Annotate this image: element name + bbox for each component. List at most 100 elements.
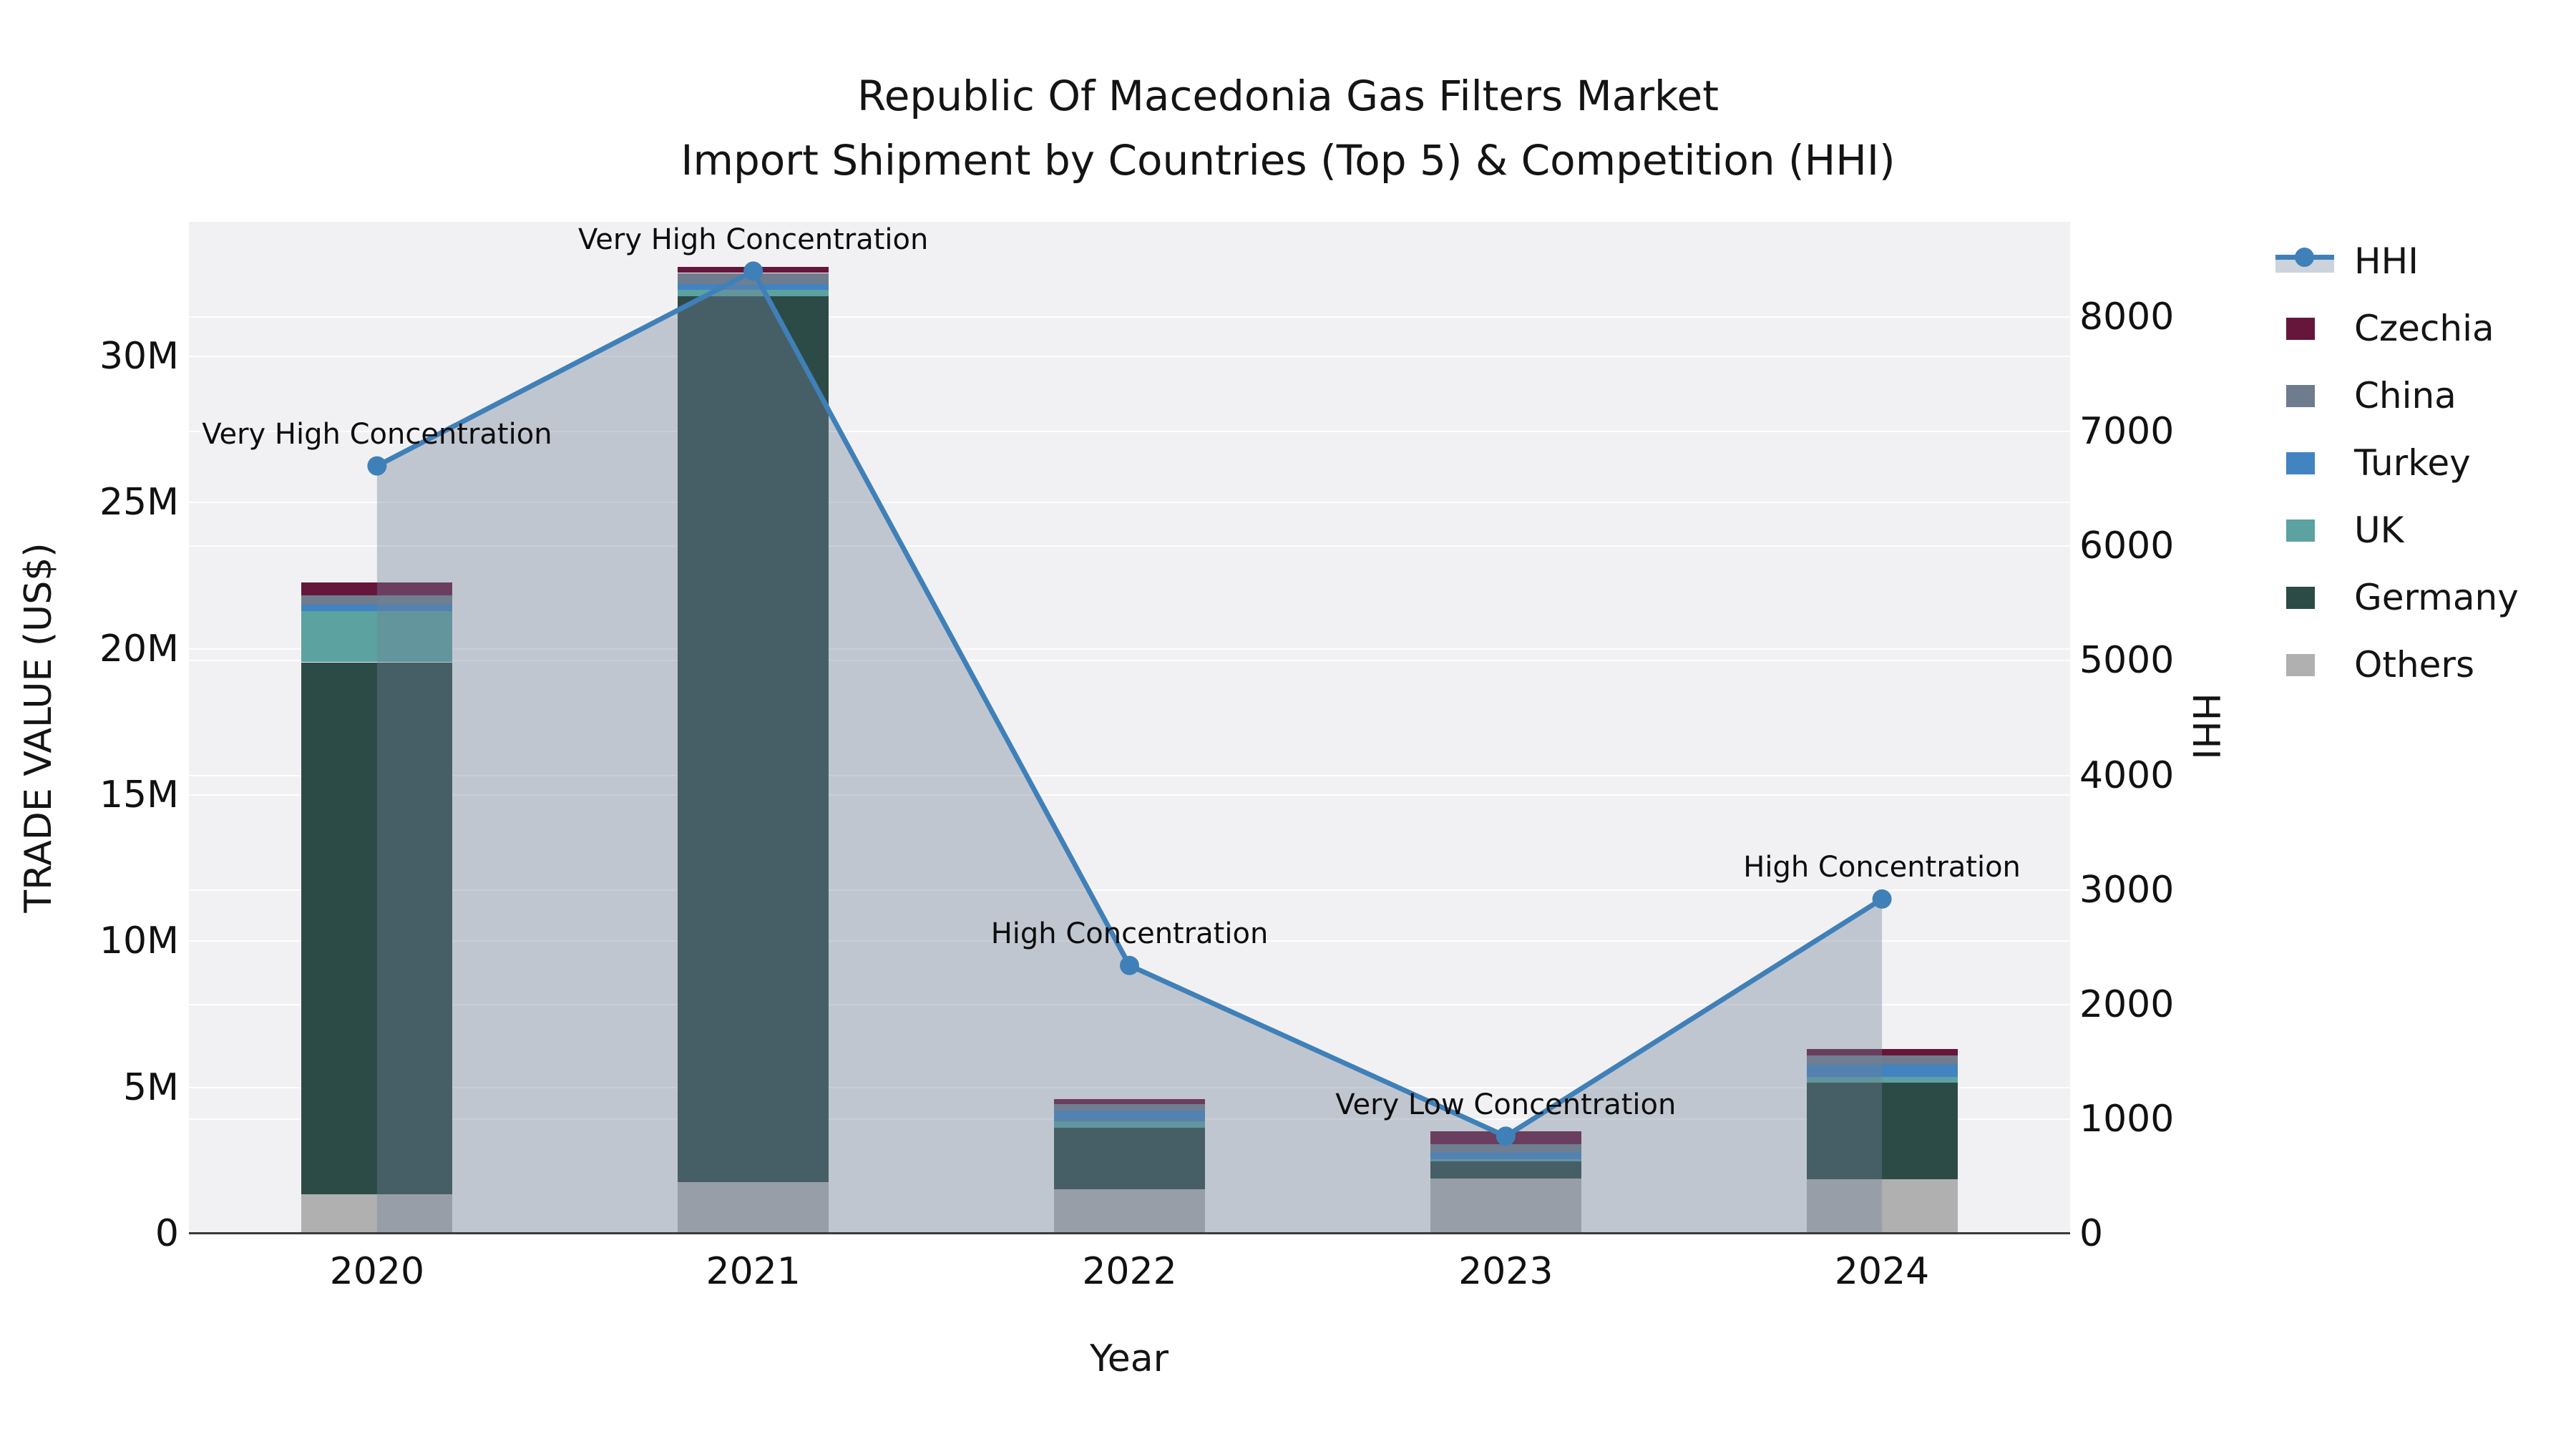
- right-tick-1000: 1000: [2079, 1097, 2175, 1141]
- left-tick-5M: 5M: [123, 1065, 179, 1109]
- hhi-marker-2023: [1496, 1126, 1516, 1146]
- bar-segment-turkey-2020: [301, 605, 453, 611]
- right-tick-4000: 4000: [2079, 753, 2175, 797]
- right-axis-title: HHI: [2184, 693, 2227, 760]
- x-tick-2022: 2022: [1082, 1250, 1177, 1293]
- plot-area: Very High Concentration Very High Concent…: [189, 222, 2070, 1234]
- gridline-right-axis: [189, 431, 2070, 432]
- right-tick-3000: 3000: [2079, 868, 2175, 912]
- annotation-2020: Very High Concentration: [202, 418, 552, 452]
- hhi-marker-2022: [1120, 955, 1139, 975]
- chart-title: Republic Of Macedonia Gas Filters Market: [857, 72, 1719, 120]
- legend-swatch-turkey: [2286, 452, 2315, 474]
- legend-label-hhi: HHI: [2354, 240, 2419, 282]
- legend-label-others: Others: [2354, 644, 2475, 686]
- hhi-marker-2020: [367, 456, 387, 476]
- x-tick-2020: 2020: [329, 1250, 425, 1293]
- legend-swatch-others: [2286, 653, 2315, 676]
- legend-item-hhi: HHI: [2275, 240, 2419, 283]
- chart-subtitle: Import Shipment by Countries (Top 5) & C…: [680, 136, 1896, 185]
- bar-segment-others-2023: [1430, 1179, 1581, 1234]
- hhi-marker-2024: [1872, 889, 1892, 909]
- bar-segment-others-2021: [678, 1182, 829, 1234]
- legend-label-uk: UK: [2354, 509, 2404, 551]
- x-tick-2023: 2023: [1458, 1250, 1553, 1293]
- bar-segment-uk-2022: [1054, 1121, 1205, 1128]
- legend-item-germany: Germany: [2275, 576, 2519, 619]
- gridline-right-axis: [189, 660, 2070, 662]
- hhi-area-fill: [376, 270, 1883, 1234]
- bar-segment-turkey-2024: [1806, 1064, 1958, 1077]
- legend-label-turkey: Turkey: [2354, 442, 2471, 484]
- gridline-right-axis: [189, 545, 2070, 547]
- right-tick-7000: 7000: [2079, 410, 2175, 453]
- legend-swatch-czechia: [2286, 317, 2315, 340]
- bar-segment-china-2022: [1054, 1104, 1205, 1111]
- left-tick-20M: 20M: [99, 627, 179, 670]
- legend-hhi-line-sample: [2275, 247, 2334, 275]
- legend-label-china: China: [2354, 375, 2457, 416]
- bar-segment-uk-2024: [1806, 1077, 1958, 1083]
- bar-segment-others-2020: [301, 1194, 453, 1234]
- gridline-left-axis: [189, 1086, 2070, 1088]
- legend-hhi-marker-swatch: [2295, 248, 2314, 267]
- left-tick-15M: 15M: [99, 774, 179, 816]
- bar-segment-germany-2020: [301, 662, 453, 1195]
- annotation-2022: High Concentration: [990, 917, 1269, 951]
- bar-segment-china-2024: [1806, 1055, 1958, 1065]
- bar-segment-china-2023: [1430, 1143, 1581, 1153]
- legend-swatch-china: [2286, 384, 2315, 407]
- legend-item-uk: UK: [2275, 509, 2404, 552]
- bar-segment-others-2022: [1054, 1189, 1205, 1234]
- legend-item-turkey: Turkey: [2275, 441, 2471, 484]
- bar-segment-czechia-2024: [1806, 1048, 1958, 1055]
- x-tick-2024: 2024: [1834, 1250, 1930, 1293]
- legend-item-others: Others: [2275, 643, 2474, 686]
- annotation-2021: Very High Concentration: [578, 223, 929, 256]
- x-axis-title: Year: [1089, 1337, 1169, 1380]
- bar-segment-turkey-2021: [678, 283, 829, 290]
- gridline-right-axis: [189, 889, 2070, 891]
- left-tick-30M: 30M: [99, 335, 179, 378]
- gridline-right-axis: [189, 316, 2070, 318]
- bar-segment-uk-2021: [678, 289, 829, 296]
- right-tick-8000: 8000: [2079, 295, 2175, 338]
- left-axis-title: TRADE VALUE (US$): [17, 542, 60, 913]
- bar-segment-uk-2023: [1430, 1159, 1581, 1162]
- annotation-2024: High Concentration: [1743, 851, 2021, 884]
- right-tick-2000: 2000: [2079, 982, 2175, 1026]
- x-axis-line: [189, 1232, 2070, 1234]
- right-tick-0: 0: [2079, 1212, 2104, 1255]
- legend-swatch-uk: [2286, 519, 2315, 542]
- gridline-left-axis: [189, 648, 2070, 650]
- bar-segment-uk-2020: [301, 610, 453, 663]
- legend-label-germany: Germany: [2354, 577, 2519, 618]
- bar-segment-turkey-2022: [1054, 1110, 1205, 1121]
- annotation-2023: Very Low Concentration: [1335, 1088, 1677, 1121]
- left-tick-10M: 10M: [99, 919, 179, 963]
- bar-segment-china-2020: [301, 595, 453, 605]
- legend-label-czechia: Czechia: [2354, 308, 2494, 349]
- hhi-area-line: [367, 261, 1892, 1234]
- bar-segment-germany-2021: [678, 296, 829, 1183]
- gridline-right-axis: [189, 1003, 2070, 1005]
- bar-segment-turkey-2023: [1430, 1152, 1581, 1160]
- bar-segment-germany-2022: [1054, 1128, 1205, 1189]
- legend-swatch-germany: [2286, 586, 2315, 609]
- legend-item-czechia: Czechia: [2275, 307, 2494, 350]
- bar-segment-czechia-2020: [301, 582, 453, 596]
- legend-item-china: China: [2275, 374, 2457, 417]
- bar-segment-czechia-2022: [1054, 1099, 1205, 1104]
- gridline-left-axis: [189, 794, 2070, 796]
- bar-segment-others-2024: [1806, 1179, 1958, 1234]
- hhi-marker-2021: [743, 261, 763, 281]
- gridline-left-axis: [189, 356, 2070, 357]
- gridline-right-axis: [189, 774, 2070, 776]
- bar-segment-germany-2024: [1806, 1083, 1958, 1179]
- bar-segment-germany-2023: [1430, 1161, 1581, 1179]
- right-tick-6000: 6000: [2079, 525, 2175, 568]
- gridline-left-axis: [189, 502, 2070, 504]
- left-tick-25M: 25M: [99, 481, 179, 525]
- left-tick-0: 0: [155, 1212, 179, 1255]
